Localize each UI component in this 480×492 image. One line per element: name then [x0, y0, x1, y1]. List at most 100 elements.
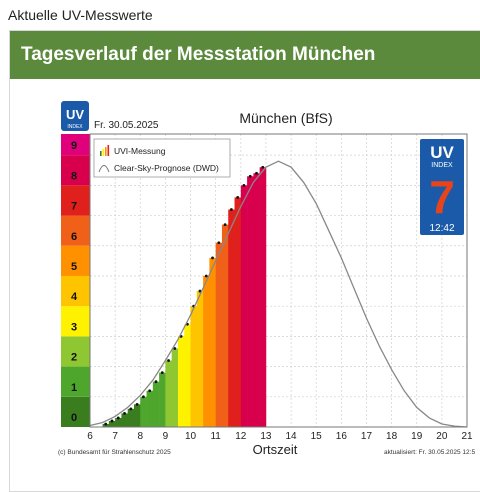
uvi-point — [198, 289, 202, 293]
uvi-bar — [152, 381, 160, 427]
uvi-bar — [221, 224, 229, 427]
y-tick-label: 3 — [71, 321, 77, 333]
logo-index-text: INDEX — [67, 124, 83, 130]
uvi-point — [204, 274, 208, 278]
badge-index-text: INDEX — [431, 162, 453, 169]
card-title: Tagesverlauf der Messstation München — [21, 44, 376, 65]
uv-chart: UV INDEX Fr. 30.05.2025 München (BfS) 0 1… — [50, 96, 480, 486]
scale-segment — [61, 396, 90, 427]
x-tick-label: 10 — [185, 431, 197, 442]
x-tick-label: 14 — [286, 431, 298, 442]
scale-segment — [61, 185, 90, 216]
scale-segment — [61, 366, 90, 397]
uvi-bar — [234, 197, 242, 427]
uvi-point — [167, 359, 170, 362]
y-tick-label: 1 — [71, 382, 77, 394]
y-tick-label: 6 — [71, 231, 77, 243]
uvi-bar — [121, 413, 128, 427]
card-header: Tagesverlauf der Messstation München — [10, 31, 480, 79]
current-uv-badge: UV INDEX 7 12:42 — [420, 139, 464, 235]
uvi-bar — [209, 257, 216, 427]
x-axis-label: Ortszeit — [253, 442, 298, 457]
uv-index-logo: UV INDEX — [61, 101, 89, 131]
measurement-points — [104, 165, 265, 426]
uvi-bar — [203, 275, 210, 427]
scale-segment — [61, 336, 90, 367]
uvi-point — [142, 395, 145, 399]
y-tick-label: 8 — [71, 170, 77, 182]
uvi-point — [261, 165, 265, 169]
uvi-point — [129, 407, 133, 411]
uvi-point — [104, 422, 108, 426]
uvi-bar — [127, 408, 135, 427]
legend-uvi-icon — [100, 145, 110, 156]
x-tick-label: 20 — [436, 431, 448, 442]
legend: UVI-Messung Clear-Sky-Prognose (DWD) — [93, 138, 231, 178]
uvi-bar — [159, 372, 166, 427]
scale-segment — [61, 155, 90, 186]
x-tick-label: 6 — [87, 431, 93, 442]
uvi-point — [173, 347, 177, 350]
uvi-bar — [228, 209, 235, 427]
measurement-bars — [102, 167, 267, 427]
x-tick-label: 19 — [411, 431, 423, 442]
y-tick-label: 5 — [71, 261, 77, 273]
y-tick-label: 0 — [71, 412, 77, 424]
uvi-point — [217, 241, 221, 245]
uvi-bar — [253, 173, 260, 427]
x-tick-label: 11 — [210, 431, 221, 442]
uvi-point — [123, 412, 126, 415]
uvi-bar — [102, 423, 110, 427]
uvi-bar — [115, 417, 122, 427]
uvi-point — [255, 171, 258, 175]
badge-uv-text: UV — [430, 143, 454, 162]
legend-label-prognose: Clear-Sky-Prognose (DWD) — [114, 163, 219, 173]
scale-segment — [61, 306, 90, 337]
uvi-bar — [184, 324, 191, 427]
x-tick-label: 13 — [260, 431, 272, 442]
plot-frame — [89, 133, 468, 428]
uvi-bar — [171, 348, 179, 427]
uvi-point — [223, 223, 227, 227]
uvi-point — [148, 389, 152, 393]
x-tick-label: 8 — [137, 431, 143, 442]
uvi-bar — [146, 390, 154, 427]
uvi-bar — [259, 167, 267, 427]
uvi-point — [236, 196, 240, 199]
uvi-bar — [190, 306, 198, 427]
measurement-card: Tagesverlauf der Messstation München UV … — [9, 30, 480, 492]
page-title: Aktuelle UV-Messwerte — [8, 7, 153, 23]
uv-scale-bar — [61, 134, 90, 427]
x-tick-label: 7 — [112, 431, 118, 442]
clear-sky-curve — [89, 160, 468, 428]
logo-uv-text: UV — [66, 107, 84, 122]
uvi-bar — [215, 242, 223, 427]
updated-text: aktualisiert: Fr. 30.05.2025 12:5 — [384, 449, 475, 456]
uvi-point — [154, 380, 158, 384]
uvi-bar — [240, 185, 248, 427]
y-tick-labels: 0 1 2 3 4 5 6 7 8 9 — [71, 140, 78, 424]
x-tick-label: 12 — [235, 431, 247, 442]
legend-curve-icon — [98, 165, 110, 173]
scale-segment — [61, 275, 90, 307]
chart-date: Fr. 30.05.2025 — [94, 120, 159, 131]
uvi-point — [229, 208, 233, 211]
badge-time: 12:42 — [429, 223, 454, 234]
x-tick-label: 17 — [361, 431, 373, 442]
uvi-point — [135, 402, 139, 406]
uvi-point — [242, 183, 246, 187]
copyright-text: (c) Bundesamt für Strahlenschutz 2025 — [58, 449, 171, 456]
uvi-bar — [140, 396, 147, 427]
uvi-bar — [108, 420, 116, 427]
uvi-point — [160, 371, 164, 375]
uvi-bar — [247, 176, 254, 427]
uvi-point — [110, 419, 114, 423]
uvi-bar — [133, 404, 141, 427]
scale-segment — [61, 134, 90, 156]
uvi-point — [211, 256, 214, 260]
scale-segment — [61, 245, 90, 276]
x-tick-label: 9 — [163, 431, 169, 442]
y-tick-label: 4 — [71, 291, 78, 303]
badge-uv-value: 7 — [429, 171, 455, 223]
uvi-bar — [165, 360, 172, 427]
